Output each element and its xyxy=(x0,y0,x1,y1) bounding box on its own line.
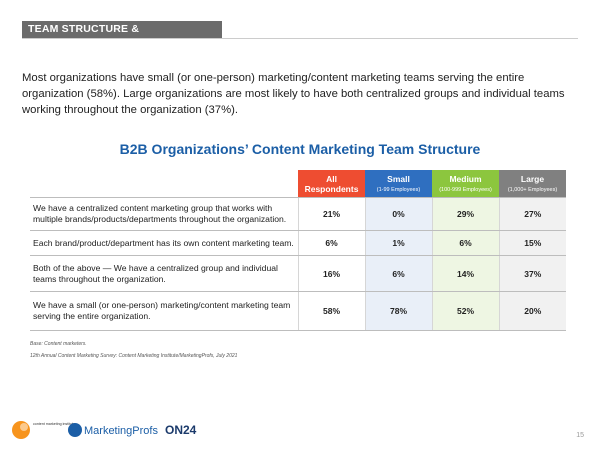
column-subtitle: (1-99 Employees) xyxy=(376,187,421,193)
cmi-logo-mark xyxy=(20,423,28,431)
header-row: All Respondents Small (1-99 Employees) Medi… xyxy=(30,170,566,198)
cell-value: 20% xyxy=(498,291,566,331)
page-number: 15 xyxy=(576,432,584,439)
header-cell xyxy=(30,170,298,198)
column-header: Medium (100-999 Employees) xyxy=(432,170,499,198)
cell-value: 27% xyxy=(498,197,566,231)
table-title: B2B Organizations’ Content Marketing Tea… xyxy=(119,141,481,157)
cell-value: 16% xyxy=(297,255,365,292)
cell-value: 0% xyxy=(364,197,432,231)
footnote: 12th Annual Content Marketing Survey: Co… xyxy=(30,353,238,359)
data-table: All Respondents Small (1-99 Employees) Medi… xyxy=(30,170,566,331)
cell-value: 21% xyxy=(297,197,365,231)
row-label: Both of the above — We have a centralize… xyxy=(30,255,298,292)
column-header: All Respondents xyxy=(298,170,365,198)
cell-value: 52% xyxy=(431,291,499,331)
column-header: Small (1-99 Employees) xyxy=(365,170,432,198)
cell-value: 78% xyxy=(364,291,432,331)
cell-value: 6% xyxy=(297,230,365,256)
intro-text: Most organizations have small (or one-pe… xyxy=(22,72,565,116)
cmi-logo-mark xyxy=(12,421,30,439)
row-label: Each brand/product/department has its ow… xyxy=(30,230,298,256)
row-label: We have a small (or one-person) marketin… xyxy=(30,291,298,331)
section-tag: TEAM STRUCTURE & OUTSOURCING xyxy=(22,21,222,52)
column-subtitle: (1,000+ Employees) xyxy=(507,187,558,193)
logo-text: ON24 xyxy=(165,423,197,437)
cell-value: 1% xyxy=(364,230,432,256)
footnote: Base: Content marketers. xyxy=(30,341,87,347)
column-name: Large xyxy=(520,174,545,184)
row-label: We have a centralized content marketing … xyxy=(30,197,298,231)
cell-value: 15% xyxy=(498,230,566,256)
logos: content marketing institute MarketingPro… xyxy=(12,421,197,439)
column-subtitle: (100-999 Employees) xyxy=(439,187,492,193)
column-header: Large (1,000+ Employees) xyxy=(499,170,566,198)
table-row: We have a small (or one-person) marketin… xyxy=(30,291,566,331)
mprofs-logo-mark xyxy=(68,423,82,437)
table-row: We have a centralized content marketing … xyxy=(30,197,566,231)
cell-value: 29% xyxy=(431,197,499,231)
logo-text: MarketingProfs xyxy=(84,425,158,437)
column-name: Small xyxy=(387,174,410,184)
divider xyxy=(22,38,578,39)
cell-value: 6% xyxy=(364,255,432,292)
cell-value: 6% xyxy=(431,230,499,256)
logo-text: content marketing institute xyxy=(33,422,75,426)
table-row: Each brand/product/department has its ow… xyxy=(30,230,566,256)
table-row: Both of the above — We have a centralize… xyxy=(30,255,566,292)
cell-value: 14% xyxy=(431,255,499,292)
column-name: Medium xyxy=(449,174,482,184)
cell-value: 37% xyxy=(498,255,566,292)
cell-value: 58% xyxy=(297,291,365,331)
column-name: All Respondents xyxy=(304,173,359,194)
